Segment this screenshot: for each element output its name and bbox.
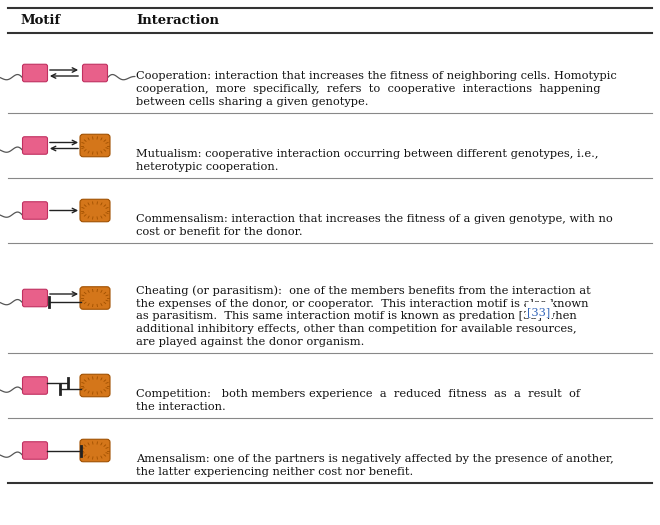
FancyBboxPatch shape	[80, 439, 110, 462]
FancyBboxPatch shape	[80, 374, 110, 397]
FancyBboxPatch shape	[22, 377, 48, 394]
FancyBboxPatch shape	[22, 202, 48, 219]
FancyBboxPatch shape	[22, 289, 48, 307]
Text: Cheating (or parasitism):  one of the members benefits from the interaction at
t: Cheating (or parasitism): one of the mem…	[136, 285, 591, 347]
Bar	[526, 302, 552, 318]
FancyBboxPatch shape	[80, 287, 110, 309]
FancyBboxPatch shape	[80, 200, 110, 222]
Text: Amensalism: one of the partners is negatively affected by the presence of anothe: Amensalism: one of the partners is negat…	[136, 454, 614, 477]
Text: Mutualism: cooperative interaction occurring between different genotypes, i.e.,
: Mutualism: cooperative interaction occur…	[136, 149, 599, 172]
Text: Interaction: Interaction	[136, 14, 219, 27]
Text: Cooperation: interaction that increases the fitness of neighboring cells. Homoty: Cooperation: interaction that increases …	[136, 71, 616, 107]
FancyBboxPatch shape	[22, 442, 48, 459]
FancyBboxPatch shape	[22, 136, 48, 154]
FancyBboxPatch shape	[80, 134, 110, 157]
FancyBboxPatch shape	[82, 64, 108, 82]
Text: Competition:   both members experience  a  reduced  fitness  as  a  result  of
t: Competition: both members experience a r…	[136, 389, 580, 412]
FancyBboxPatch shape	[22, 64, 48, 82]
Text: Commensalism: interaction that increases the fitness of a given genotype, with n: Commensalism: interaction that increases…	[136, 214, 612, 237]
Text: [33]: [33]	[527, 307, 550, 317]
Text: Motif: Motif	[20, 14, 60, 27]
